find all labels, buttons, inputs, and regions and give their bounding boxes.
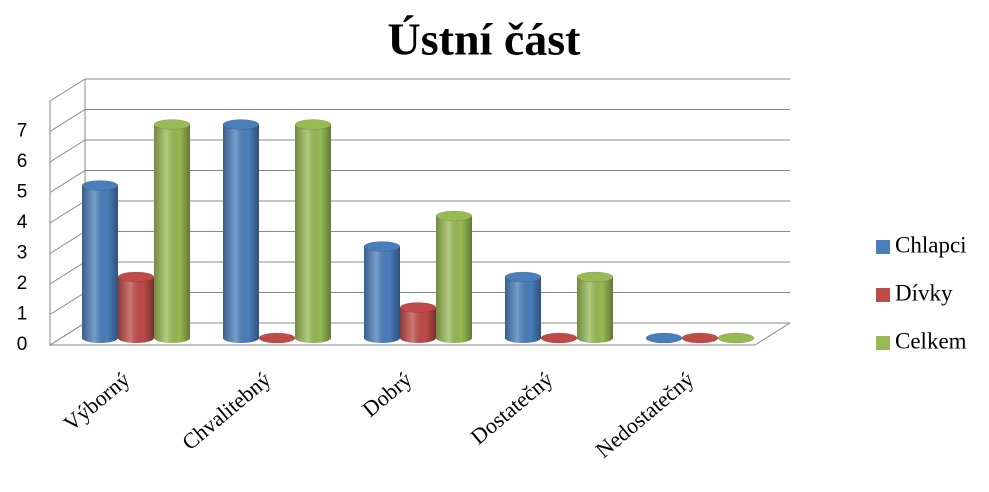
- x-tick-label: Dostatečný: [466, 367, 558, 450]
- bar-shading: [364, 246, 400, 343]
- bar-top: [576, 271, 614, 283]
- y-tick-label: 0: [17, 334, 28, 355]
- bar-top: [81, 180, 119, 191]
- bar-top: [117, 271, 155, 283]
- chart-title: Ústní část: [388, 14, 582, 65]
- legend-label: Chlapci: [895, 232, 967, 257]
- y-tick-label: 5: [17, 182, 28, 203]
- bar-shading: [400, 307, 436, 343]
- y-tick-label: 4: [17, 212, 28, 233]
- bar-top: [294, 119, 332, 130]
- y-tick-label: 1: [17, 304, 28, 325]
- x-tick-label: Dobrý: [357, 367, 416, 422]
- bar-top: [540, 332, 578, 344]
- bar-top: [363, 241, 401, 252]
- bar-top: [717, 332, 755, 344]
- bar-shading: [118, 277, 154, 343]
- bar-top: [258, 332, 296, 344]
- grid-line: [49, 139, 790, 163]
- bar-shading: [436, 216, 472, 343]
- bar-top: [645, 332, 683, 344]
- bar-shading: [82, 185, 118, 343]
- bar-top: [222, 119, 260, 130]
- y-tick-label: 7: [17, 121, 28, 142]
- x-tick-label: Nedostatečný: [591, 367, 699, 463]
- x-tick-label: Výborný: [58, 367, 134, 436]
- y-tick-label: 2: [17, 273, 28, 294]
- legend-swatch: [876, 240, 890, 254]
- bar-shading: [223, 124, 259, 343]
- legend-swatch: [876, 336, 890, 350]
- legend-swatch: [876, 288, 890, 302]
- bar-shading: [295, 124, 331, 343]
- legend-label: Celkem: [895, 328, 967, 353]
- bar-top: [435, 210, 473, 222]
- grid-line: [49, 109, 790, 132]
- legend-label: Dívky: [895, 280, 953, 305]
- y-tick-label: 3: [17, 243, 28, 264]
- bar-shading: [154, 124, 190, 343]
- x-tick-label: Chvalitebný: [177, 367, 275, 455]
- bar-shading: [505, 277, 541, 343]
- bar-top: [681, 332, 719, 344]
- bar-top: [399, 302, 437, 313]
- bar-shading: [577, 277, 613, 343]
- bar-top: [504, 271, 542, 283]
- bar-top: [153, 119, 191, 130]
- y-tick-label: 6: [17, 151, 28, 172]
- grid-line: [49, 170, 790, 193]
